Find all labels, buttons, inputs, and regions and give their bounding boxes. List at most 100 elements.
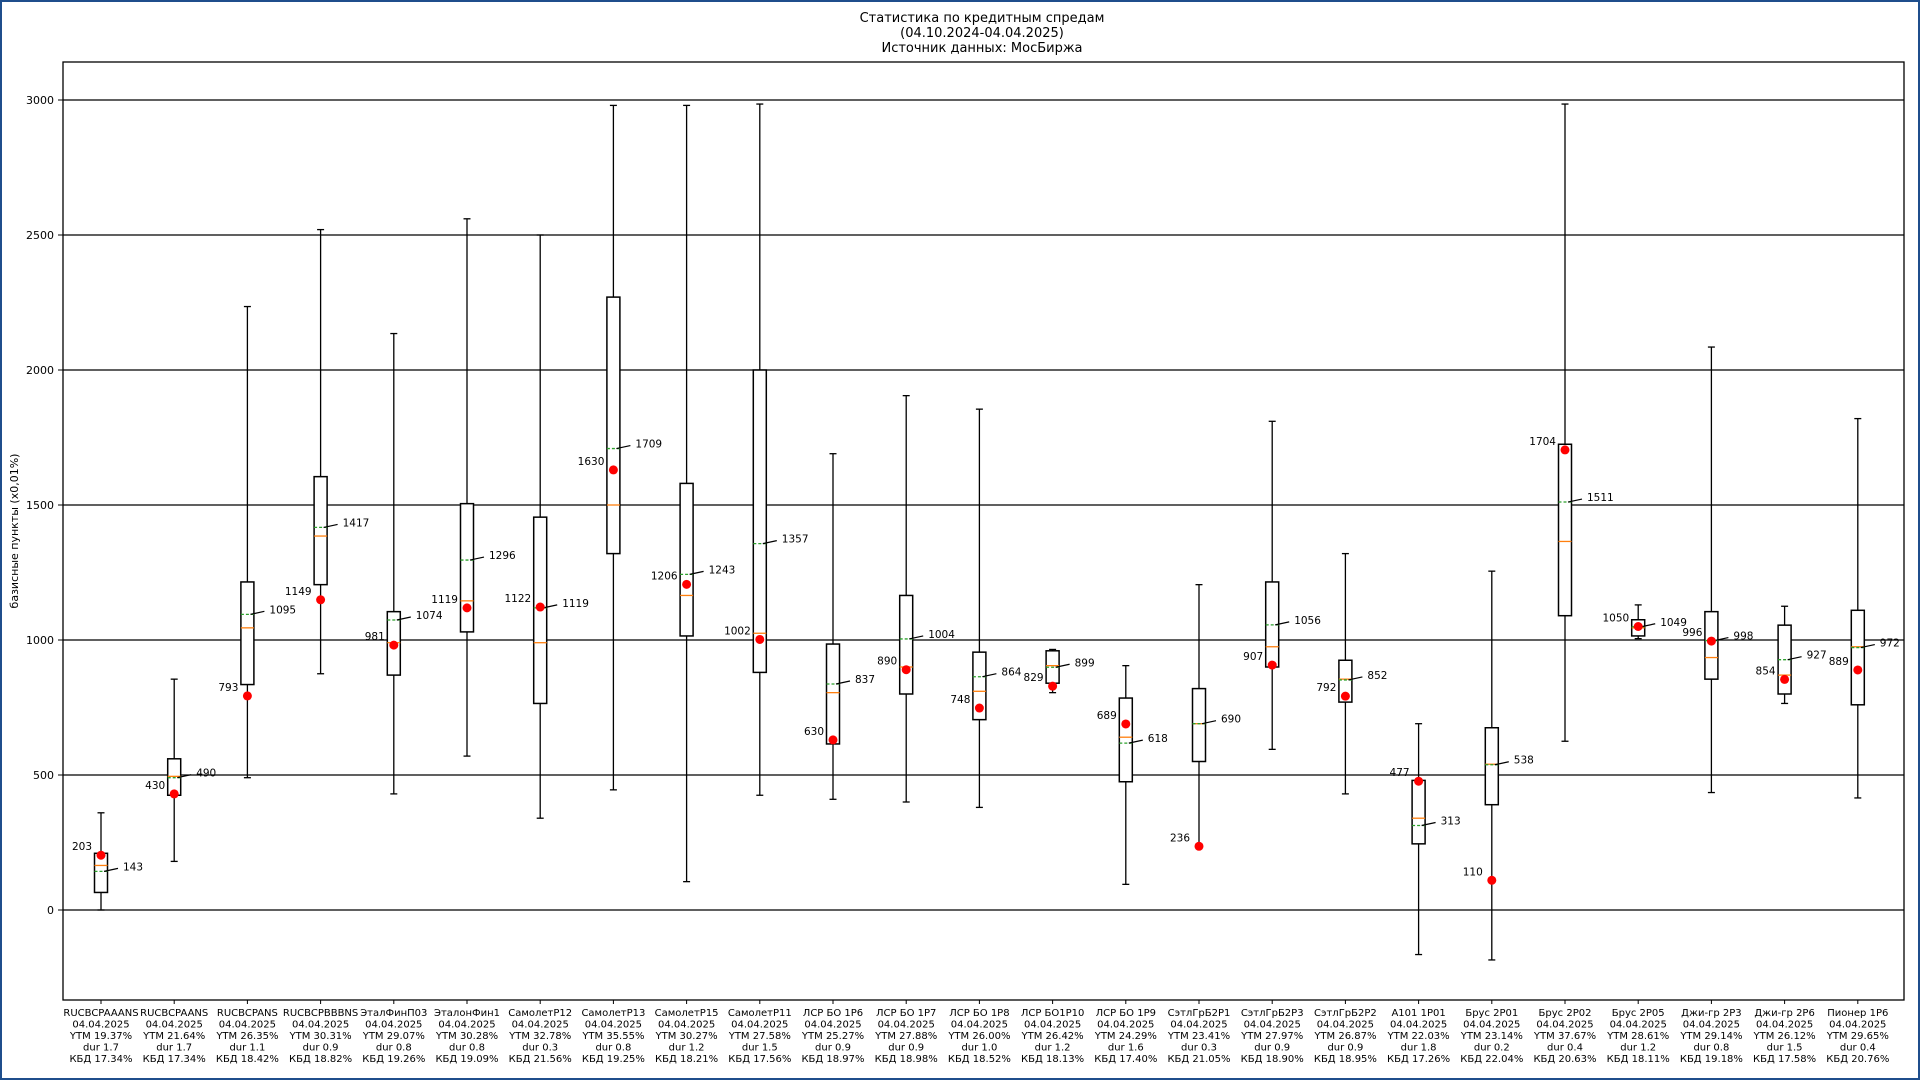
xtick-label-line: КБД 18.11% — [1607, 1054, 1670, 1065]
xtick-label-line: Джи-гр 2Р3 — [1681, 1008, 1741, 1019]
xtick-label-line: YTM 27.58% — [728, 1031, 791, 1042]
xtick-label-line: ЛСР БО 1Р6 — [803, 1008, 863, 1019]
xtick-label-line: 04.04.2025 — [1463, 1020, 1520, 1031]
current-label: 1119 — [431, 594, 458, 606]
xtick-label-line: 04.04.2025 — [1610, 1020, 1667, 1031]
mean-label: 864 — [1001, 667, 1021, 679]
current-point — [1560, 445, 1570, 455]
mean-label: 1004 — [928, 629, 955, 641]
current-point — [1706, 636, 1716, 646]
mean-label: 1511 — [1587, 492, 1614, 504]
current-label: 981 — [365, 631, 385, 643]
xtick-label-line: dur 0.2 — [1474, 1043, 1510, 1054]
xtick-label-line: СэтлГрБ2Р1 — [1168, 1008, 1231, 1019]
xtick-label-line: YTM 29.07% — [362, 1031, 425, 1042]
iqr-box — [1484, 727, 1500, 806]
current-label: 854 — [1756, 665, 1776, 677]
iqr-box — [679, 482, 694, 637]
xtick-label-line: RUCBCPBBBNS — [283, 1008, 358, 1019]
xtick-label-line: КБД 17.58% — [1753, 1054, 1816, 1065]
current-label: 889 — [1829, 656, 1849, 668]
current-label: 890 — [877, 656, 897, 668]
mean-leader — [543, 604, 558, 609]
mean-label: 852 — [1367, 670, 1387, 682]
xtick-label-line: 04.04.2025 — [585, 1020, 642, 1031]
mean-leader — [250, 610, 265, 615]
mean-leader — [689, 570, 704, 575]
current-label: 793 — [218, 682, 238, 694]
iqr-box — [825, 643, 841, 745]
xtick-label-line: YTM 32.78% — [508, 1031, 571, 1042]
xtick-label-line: dur 0.8 — [449, 1043, 485, 1054]
mean-label: 1119 — [562, 598, 589, 610]
xtick-label-line: КБД 17.34% — [69, 1054, 132, 1065]
mean-label: 899 — [1075, 657, 1095, 669]
xtick-label-line: КБД 18.90% — [1241, 1054, 1304, 1065]
mean-leader — [1128, 739, 1143, 744]
ytick-label-2000: 2000 — [26, 364, 54, 377]
iqr-box — [1338, 659, 1353, 703]
current-label: 1002 — [724, 625, 751, 637]
xtick-label-line: dur 0.9 — [888, 1043, 924, 1054]
xtick-label-line: 04.04.2025 — [1390, 1020, 1447, 1031]
xtick-label-line: dur 0.3 — [522, 1043, 558, 1054]
mean-leader — [1787, 656, 1802, 661]
title-line-2: (04.10.2024-04.04.2025) — [900, 26, 1064, 41]
iqr-box — [459, 502, 475, 633]
iqr-box — [1850, 609, 1866, 706]
mean-label: 1357 — [782, 534, 809, 546]
mean-leader — [323, 523, 338, 528]
mean-leader — [1860, 643, 1875, 649]
xtick-label-line: СэтлГрБ2Р3 — [1241, 1008, 1304, 1019]
current-point — [1340, 691, 1350, 701]
mean-leader — [1055, 663, 1070, 668]
xtick-label-line: YTM 30.28% — [435, 1031, 498, 1042]
xtick-label-line: КБД 19.09% — [435, 1054, 498, 1065]
current-point — [682, 579, 692, 589]
mean-label: 618 — [1148, 733, 1168, 745]
mean-leader — [103, 867, 119, 872]
current-point — [169, 789, 179, 799]
xtick-label-line: YTM 23.41% — [1167, 1031, 1230, 1042]
xtick-label-line: YTM 25.27% — [801, 1031, 864, 1042]
current-label: 996 — [1682, 627, 1702, 639]
mean-label: 837 — [855, 674, 875, 686]
xtick-label-line: YTM 24.29% — [1094, 1031, 1157, 1042]
xtick-label-line: 04.04.2025 — [1244, 1020, 1301, 1031]
xtick-label-line: 04.04.2025 — [1536, 1020, 1593, 1031]
iqr-box — [1191, 687, 1207, 763]
xtick-label-line: КБД 17.34% — [143, 1054, 206, 1065]
mean-label: 927 — [1807, 650, 1827, 662]
xtick-label-line: dur 1.5 — [1767, 1043, 1803, 1054]
xtick-label-line: dur 1.2 — [1035, 1043, 1071, 1054]
current-point — [1194, 841, 1204, 851]
xtick-label-line: YTM 29.65% — [1826, 1031, 1889, 1042]
xtick-label-line: КБД 18.21% — [655, 1054, 718, 1065]
xtick-label-line: СамолетР13 — [581, 1008, 645, 1019]
xtick-label-line: RUCBCPANS — [217, 1008, 278, 1019]
xtick-label-line: dur 0.9 — [815, 1043, 851, 1054]
xtick-label-line: КБД 20.63% — [1533, 1054, 1596, 1065]
xtick-label-line: YTM 29.14% — [1679, 1031, 1742, 1042]
xtick-label-line: YTM 22.03% — [1387, 1031, 1450, 1042]
current-label: 1122 — [504, 593, 531, 605]
current-point — [96, 850, 106, 860]
mean-label: 1074 — [416, 610, 443, 622]
current-point — [1414, 776, 1424, 786]
xtick-label-line: КБД 22.04% — [1460, 1054, 1523, 1065]
xtick-label-line: КБД 18.52% — [948, 1054, 1011, 1065]
xtick-label-line: КБД 18.13% — [1021, 1054, 1084, 1065]
